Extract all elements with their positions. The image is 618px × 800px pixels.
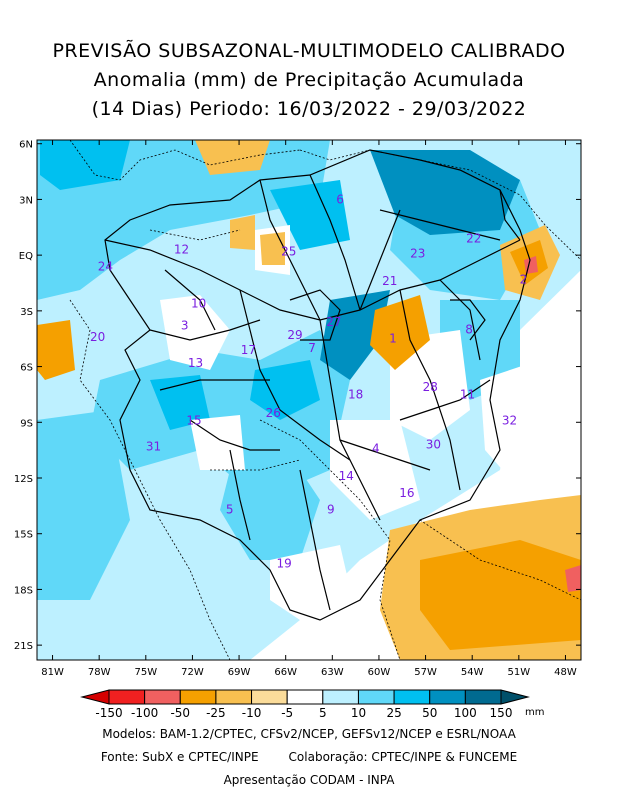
lon-label: 81W xyxy=(41,667,64,678)
longitude-labels: 81W 78W 75W 72W 69W 66W 63W 60W 57W 54W 51W 48W xyxy=(41,667,577,678)
lat-label: 9S xyxy=(20,418,33,429)
credits-source: Fonte: SubX e CPTEC/INPE xyxy=(100,750,259,764)
lon-label: 63W xyxy=(321,667,344,678)
basin-label-21: 21 xyxy=(382,274,397,288)
basin-label-13: 13 xyxy=(188,356,203,370)
colorbar-cell xyxy=(500,689,530,705)
basin-label-4: 4 xyxy=(372,441,380,455)
basin-label-28: 28 xyxy=(423,380,438,394)
colorbar-label: -150 xyxy=(95,706,122,720)
basin-label-17: 17 xyxy=(241,343,256,357)
lon-label: 69W xyxy=(228,667,251,678)
map-frame xyxy=(36,139,582,661)
basin-label-11: 11 xyxy=(460,387,475,401)
colorbar-cell xyxy=(80,689,110,705)
basin-label-2: 2 xyxy=(520,272,528,286)
basin-label-30: 30 xyxy=(426,438,441,452)
colorbar-label: 5 xyxy=(319,706,327,720)
anomaly-field xyxy=(37,140,581,660)
basin-labels: 1234567891011121314151617181920212223242… xyxy=(90,192,527,570)
lat-label: 3S xyxy=(20,307,33,318)
colorbar-label: 150 xyxy=(490,706,513,720)
colorbar-cell xyxy=(108,689,146,705)
basin-label-14: 14 xyxy=(339,469,354,483)
basin-label-1: 1 xyxy=(389,332,397,346)
lon-label: 75W xyxy=(134,667,157,678)
basin-label-15: 15 xyxy=(186,413,201,427)
basin-label-24: 24 xyxy=(98,259,113,273)
lat-label: 12S xyxy=(14,474,33,485)
basin-label-22: 22 xyxy=(466,231,481,245)
title-line-1: PREVISÃO SUBSAZONAL-MULTIMODELO CALIBRAD… xyxy=(52,40,566,62)
colorbar-label: 50 xyxy=(422,706,437,720)
basin-outlines xyxy=(104,149,531,621)
basin-label-31: 31 xyxy=(146,439,161,453)
colorbar-cell xyxy=(393,689,431,705)
basin-label-7: 7 xyxy=(308,341,316,355)
lat-label: 18S xyxy=(14,585,33,596)
basin-label-26: 26 xyxy=(266,406,281,420)
basin-label-19: 19 xyxy=(276,556,291,570)
basin-label-20: 20 xyxy=(90,330,105,344)
country-borders xyxy=(69,139,582,661)
basin-label-12: 12 xyxy=(174,243,189,257)
basin-label-5: 5 xyxy=(226,503,234,517)
colorbar-cell xyxy=(215,689,253,705)
basin-label-3: 3 xyxy=(181,319,189,333)
lon-label: 72W xyxy=(181,667,204,678)
basin-label-16: 16 xyxy=(399,486,414,500)
lat-label: 15S xyxy=(14,530,33,541)
credits-line-2: Fonte: SubX e CPTEC/INPE Colaboração: CPT… xyxy=(0,750,618,764)
lon-label: 51W xyxy=(508,667,531,678)
colorbar-label: -10 xyxy=(242,706,262,720)
lat-label: 21S xyxy=(14,641,33,652)
colorbar-cell xyxy=(179,689,217,705)
colorbar-unit: mm xyxy=(525,707,544,718)
lon-label: 54W xyxy=(461,667,484,678)
colorbar-label: -100 xyxy=(131,706,158,720)
basin-label-23: 23 xyxy=(410,246,425,260)
colorbar-label: -50 xyxy=(170,706,190,720)
lon-label: 57W xyxy=(414,667,437,678)
colorbar-label: -5 xyxy=(281,706,293,720)
lon-label: 48W xyxy=(554,667,577,678)
lat-label: 3N xyxy=(19,195,33,206)
latitude-labels: 6N 3N EQ 3S 6S 9S 12S 15S 18S 21S xyxy=(14,140,33,652)
colorbar: -150 -100 -50 -25 -10 -5 5 10 25 50 100 150 xyxy=(80,689,530,720)
colorbar-cell xyxy=(286,689,324,705)
colorbar-label: 25 xyxy=(386,706,401,720)
colorbar-cell xyxy=(144,689,181,705)
basin-label-6: 6 xyxy=(336,192,344,206)
colorbar-label: -25 xyxy=(206,706,226,720)
colorbar-cell xyxy=(429,689,466,705)
lon-label: 66W xyxy=(274,667,297,678)
credits-models: Modelos: BAM-1.2/CPTEC, CFSv2/NCEP, GEFS… xyxy=(102,727,516,741)
axis-ticks xyxy=(37,140,581,660)
basin-label-25: 25 xyxy=(281,244,296,258)
basin-label-10: 10 xyxy=(191,296,206,310)
credits-presentation: Apresentação CODAM - INPA xyxy=(223,773,395,787)
lat-label: 6N xyxy=(19,140,33,151)
basin-label-32: 32 xyxy=(502,413,517,427)
credits-collab: Colaboração: CPTEC/INPE & FUNCEME xyxy=(288,750,518,764)
basin-label-18: 18 xyxy=(348,387,363,401)
basin-label-29: 29 xyxy=(287,328,302,342)
colorbar-cell xyxy=(322,689,359,705)
title-line-3: (14 Dias) Periodo: 16/03/2022 - 29/03/20… xyxy=(91,98,527,120)
lat-label: 6S xyxy=(20,363,33,374)
colorbar-label: 100 xyxy=(454,706,477,720)
basin-label-27: 27 xyxy=(326,315,341,329)
lat-label: EQ xyxy=(19,251,33,262)
colorbar-label: 10 xyxy=(351,706,366,720)
colorbar-cell xyxy=(357,689,395,705)
title-line-2: Anomalia (mm) de Precipitação Acumulada xyxy=(93,69,525,91)
colorbar-cell xyxy=(251,689,288,705)
lon-label: 60W xyxy=(368,667,391,678)
lon-label: 78W xyxy=(88,667,111,678)
basin-label-8: 8 xyxy=(465,322,473,336)
basin-label-9: 9 xyxy=(327,503,335,517)
colorbar-cell xyxy=(464,689,502,705)
